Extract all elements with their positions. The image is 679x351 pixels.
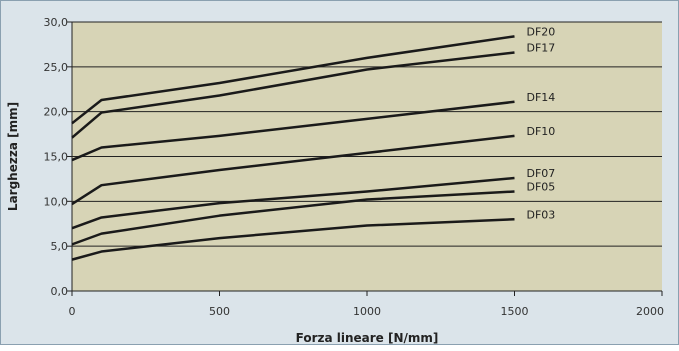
x-tick-label: 0 <box>69 305 76 318</box>
series-line-df20 <box>71 35 515 125</box>
series-label-df10: DF10 <box>527 125 556 138</box>
y-tick-label: 20,0 <box>44 106 69 119</box>
x-tick-label: 2000 <box>636 305 664 318</box>
series-label-df14: DF14 <box>527 91 556 104</box>
series-label-df05: DF05 <box>527 180 556 193</box>
series-label-df03: DF03 <box>527 208 556 221</box>
series-label-df20: DF20 <box>527 25 556 38</box>
series-line-df14 <box>71 100 515 162</box>
series-label-df17: DF17 <box>527 41 556 54</box>
y-axis-title: Larghezza [mm] <box>6 102 20 211</box>
series-lines <box>71 35 515 261</box>
y-tick-label: 0,0 <box>51 285 69 298</box>
x-tick-label: 500 <box>209 305 230 318</box>
series-line-df05 <box>71 190 515 246</box>
x-axis-title: Forza lineare [N/mm] <box>296 331 439 345</box>
y-tick-label: 30,0 <box>44 16 69 29</box>
series-line-df07 <box>71 176 515 230</box>
series-line-df17 <box>71 51 515 139</box>
y-tick-labels: 0,0 5,0 10,0 15,0 20,0 25,0 30,0 <box>44 16 69 298</box>
series-line-df10 <box>71 134 515 206</box>
y-tick-label: 5,0 <box>51 240 69 253</box>
y-tick-label: 15,0 <box>44 151 69 164</box>
y-tick-label: 25,0 <box>44 61 69 74</box>
grid-lines <box>67 21 663 296</box>
x-tick-labels: 0 500 1000 1500 2000 <box>69 305 665 318</box>
series-label-df07: DF07 <box>527 167 556 180</box>
y-tick-label: 10,0 <box>44 195 69 208</box>
series-line-df03 <box>71 218 515 261</box>
x-tick-label: 1500 <box>501 305 529 318</box>
x-tick-label: 1000 <box>353 305 381 318</box>
